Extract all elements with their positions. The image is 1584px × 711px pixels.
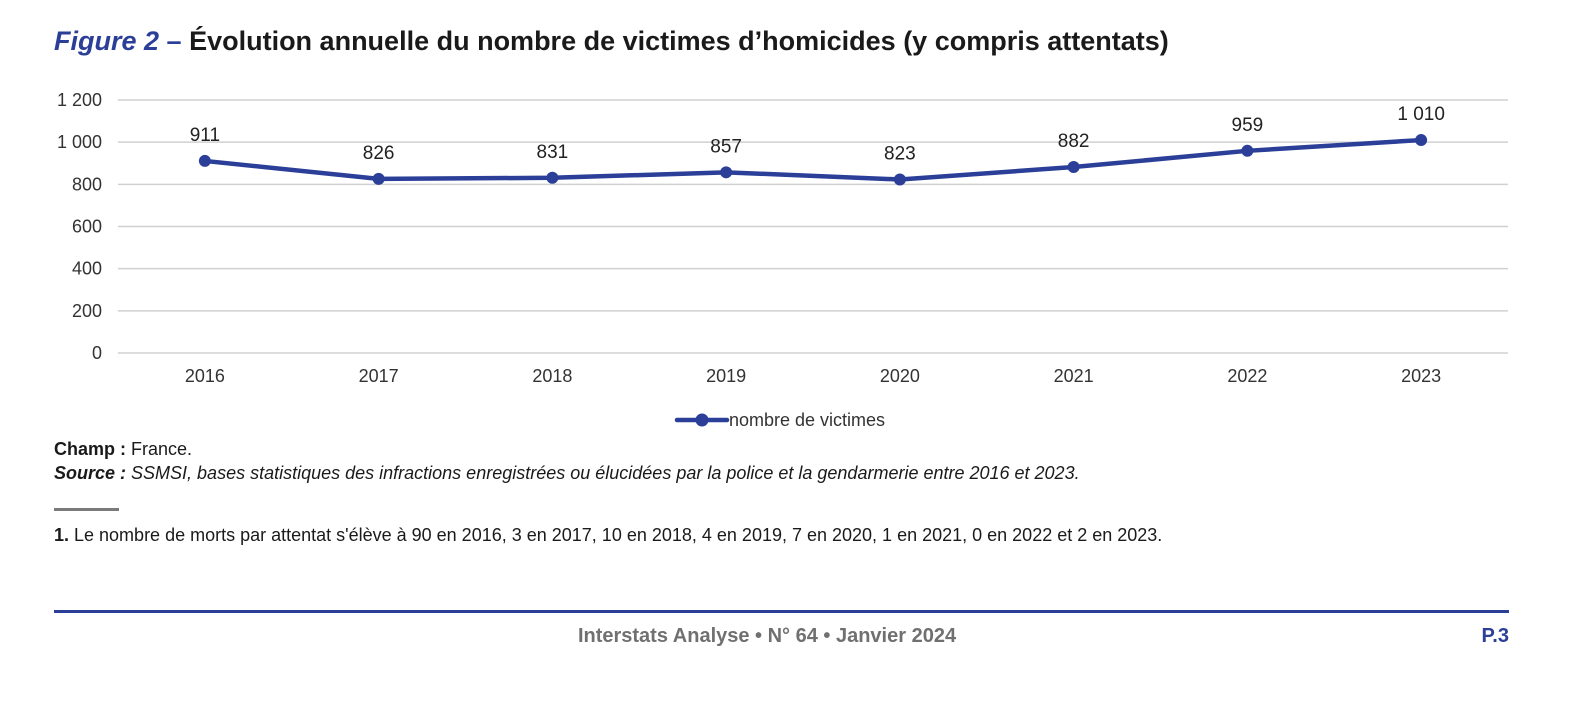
data-point bbox=[720, 166, 733, 179]
footer-rule bbox=[54, 610, 1509, 613]
data-label: 823 bbox=[884, 143, 916, 164]
data-label: 831 bbox=[537, 142, 569, 163]
footnote-text: Le nombre de morts par attentat s'élève … bbox=[69, 525, 1163, 545]
footer: Interstats Analyse • N° 64 • Janvier 202… bbox=[0, 625, 1584, 648]
chart-data-labels: 911 826 831 857 823 882 959 1 010 bbox=[190, 104, 1445, 164]
chart-grid bbox=[118, 99, 1508, 354]
y-tick-label: 1 200 bbox=[57, 90, 102, 110]
data-point bbox=[1067, 161, 1080, 174]
footnote-number: 1. bbox=[54, 525, 70, 545]
y-tick-label: 200 bbox=[72, 301, 102, 321]
chart-legend: nombre de victimes bbox=[674, 410, 885, 430]
source-text: SSMSI, bases statistiques des infraction… bbox=[126, 463, 1080, 483]
y-tick-label: 0 bbox=[92, 343, 102, 363]
data-point bbox=[372, 172, 385, 185]
data-label: 911 bbox=[190, 125, 220, 146]
data-point bbox=[198, 154, 211, 167]
series-line bbox=[202, 137, 1424, 182]
x-tick-label: 2018 bbox=[532, 366, 572, 386]
x-tick-label: 2023 bbox=[1401, 366, 1441, 386]
line-chart: 0 200 400 600 800 1 000 1 200 2016 2017 2018 2019… bbox=[57, 90, 1508, 430]
chart-notes: Champ : France. Source : SSMSI, bases st… bbox=[54, 437, 1080, 485]
champ-text: France. bbox=[126, 439, 193, 459]
page-number: P.3 bbox=[1481, 625, 1509, 647]
x-tick-label: 2017 bbox=[359, 366, 399, 386]
champ-label: Champ : bbox=[54, 439, 126, 459]
y-tick-label: 400 bbox=[72, 259, 102, 279]
y-axis-ticks: 0 200 400 600 800 1 000 1 200 bbox=[57, 90, 102, 363]
data-label: 826 bbox=[363, 143, 395, 164]
y-tick-label: 600 bbox=[72, 217, 102, 237]
data-label: 882 bbox=[1058, 131, 1090, 152]
legend-marker-icon bbox=[695, 413, 709, 427]
data-label: 959 bbox=[1232, 115, 1264, 136]
legend-label: nombre de victimes bbox=[729, 410, 885, 430]
figure-title-text: Évolution annuelle du nombre de victimes… bbox=[189, 26, 1169, 56]
footnote-separator bbox=[54, 508, 119, 511]
data-point bbox=[1241, 144, 1254, 157]
y-tick-label: 800 bbox=[72, 174, 102, 194]
data-point bbox=[1415, 134, 1428, 147]
footnote: 1. Le nombre de morts par attentat s'élè… bbox=[54, 525, 1162, 546]
x-tick-label: 2016 bbox=[185, 366, 225, 386]
x-tick-label: 2020 bbox=[880, 366, 920, 386]
data-label: 1 010 bbox=[1397, 104, 1445, 125]
figure-dash: – bbox=[159, 26, 190, 56]
figure-label: Figure 2 bbox=[54, 26, 160, 56]
source-note: Source : SSMSI, bases statistiques des i… bbox=[54, 461, 1080, 485]
x-tick-label: 2022 bbox=[1227, 366, 1267, 386]
footer-publication: Interstats Analyse • N° 64 • Janvier 202… bbox=[577, 625, 957, 647]
x-axis-ticks: 2016 2017 2018 2019 2020 2021 2022 2023 bbox=[185, 366, 1441, 386]
data-point bbox=[893, 173, 906, 186]
x-tick-label: 2021 bbox=[1054, 366, 1094, 386]
data-label: 857 bbox=[710, 136, 742, 157]
data-point bbox=[546, 171, 559, 184]
chart-series bbox=[198, 134, 1428, 186]
source-label: Source : bbox=[54, 463, 127, 483]
champ-note: Champ : France. bbox=[54, 437, 1080, 461]
x-tick-label: 2019 bbox=[706, 366, 746, 386]
figure-title: Figure 2 – Évolution annuelle du nombre … bbox=[54, 26, 1169, 57]
y-tick-label: 1 000 bbox=[57, 132, 102, 152]
